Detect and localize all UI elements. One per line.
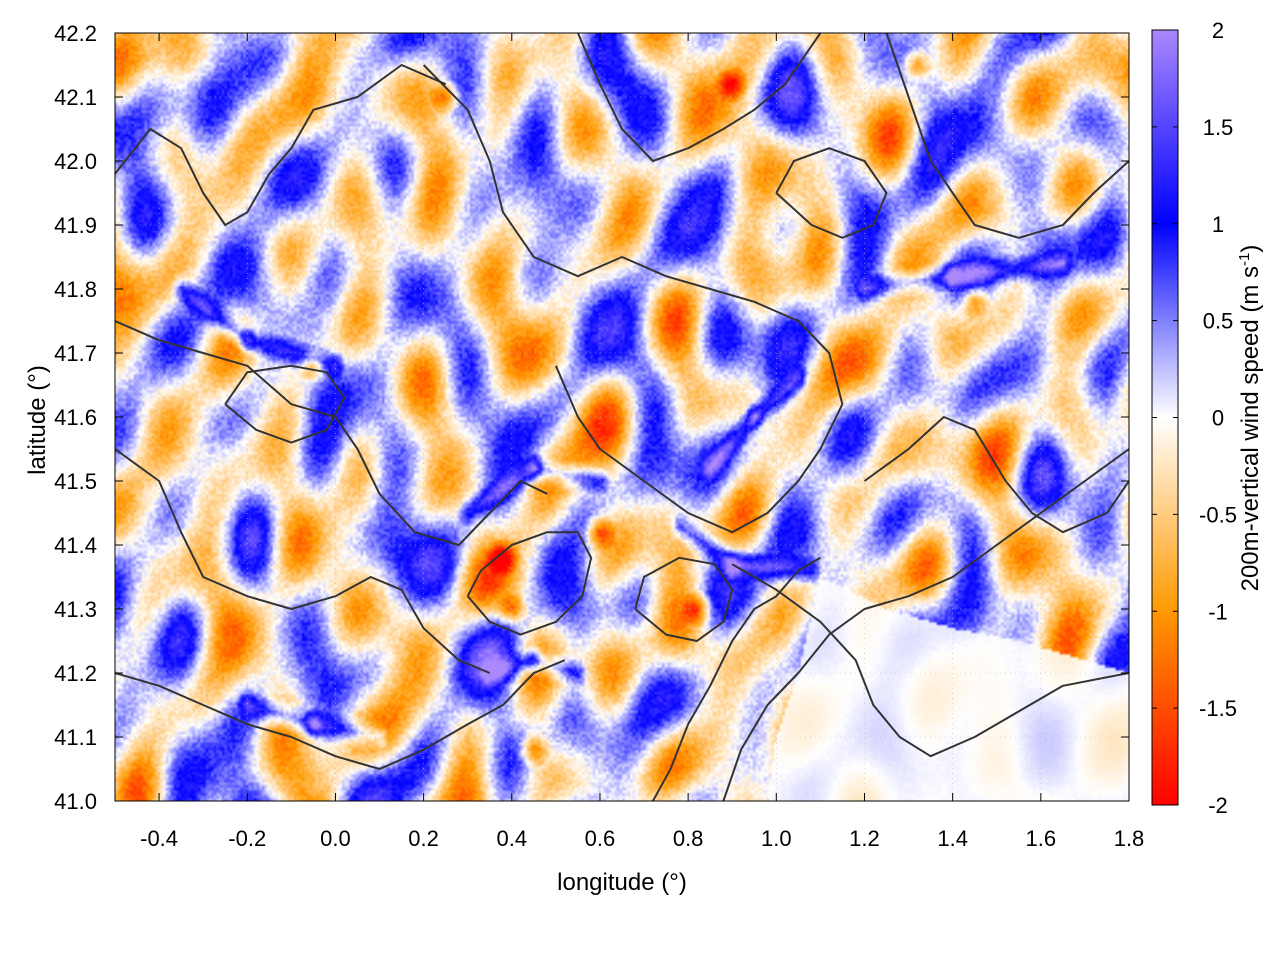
colorbar-tick-label: 0.5 xyxy=(1203,309,1234,334)
y-tick-label: 41.0 xyxy=(54,789,97,814)
y-tick-label: 41.5 xyxy=(54,469,97,494)
contour-line xyxy=(554,365,844,534)
x-axis-title: longitude (°) xyxy=(557,869,687,896)
y-tick-label: 41.1 xyxy=(54,725,97,750)
x-tick-label: 0.0 xyxy=(320,826,351,851)
contour-line xyxy=(722,448,1129,801)
colorbar-tick-label: 2 xyxy=(1212,18,1224,43)
colorbar-tick-label: -1 xyxy=(1208,599,1228,624)
y-tick-label: 41.7 xyxy=(54,341,97,366)
x-axis-ticks: -0.4 -0.2 0.0 0.2 0.4 0.6 0.8 1.0 1.2 1.4 1.6 1.8 xyxy=(140,33,1144,851)
contour-line xyxy=(652,556,821,801)
y-axis-title: latitude (°) xyxy=(24,365,51,475)
x-tick-label: 1.4 xyxy=(937,826,968,851)
y-axis-ticks: 41.0 41.1 41.2 41.3 41.4 41.5 41.6 41.7 41.8 41.9… xyxy=(54,21,1129,814)
y-tick-label: 41.9 xyxy=(54,213,97,238)
x-tick-label: 0.4 xyxy=(496,826,527,851)
x-tick-label: 1.0 xyxy=(761,826,792,851)
colorbar-tick-label: 0 xyxy=(1212,406,1224,431)
colorbar-tick-label: -1.5 xyxy=(1199,696,1237,721)
colorbar-tick-label: -2 xyxy=(1208,793,1228,818)
x-tick-label: -0.2 xyxy=(228,826,266,851)
contour-line xyxy=(115,64,447,226)
x-tick-label: 1.8 xyxy=(1114,826,1145,851)
y-tick-label: 41.4 xyxy=(54,533,97,558)
x-tick-label: 0.6 xyxy=(585,826,616,851)
contour-line xyxy=(115,448,491,674)
y-tick-label: 42.0 xyxy=(54,149,97,174)
y-tick-label: 42.2 xyxy=(54,21,97,46)
colorbar-tick-label: 1 xyxy=(1212,212,1224,237)
x-tick-label: 0.2 xyxy=(408,826,439,851)
colorbar-title-main: 200m-vertical wind speed (m s xyxy=(1237,266,1264,591)
contour-line xyxy=(422,64,844,405)
wind-speed-field-image xyxy=(115,33,1129,801)
colorbar-title-superscript: -1 xyxy=(1236,253,1253,266)
y-tick-label: 41.8 xyxy=(54,277,97,302)
contour-line xyxy=(775,147,888,239)
colorbar-tick-label: -0.5 xyxy=(1199,502,1237,527)
x-tick-label: 0.8 xyxy=(673,826,704,851)
contour-line xyxy=(731,563,1129,758)
terrain-contours xyxy=(115,33,1129,801)
x-tick-label: 1.6 xyxy=(1026,826,1057,851)
contour-line xyxy=(466,531,593,636)
contour-line xyxy=(115,659,566,770)
y-tick-label: 41.3 xyxy=(54,597,97,622)
contour-line xyxy=(224,364,346,444)
contour-line xyxy=(863,416,1129,534)
contour-line xyxy=(634,556,734,642)
y-tick-label: 41.6 xyxy=(54,405,97,430)
grid-lines xyxy=(115,33,1129,801)
contour-line xyxy=(885,33,1129,239)
colorbar-title-end: ) xyxy=(1237,245,1264,253)
x-tick-label: 1.2 xyxy=(849,826,880,851)
colorbar-title: 200m-vertical wind speed (m s-1) xyxy=(1236,245,1264,592)
y-tick-label: 41.2 xyxy=(54,661,97,686)
x-tick-label: -0.4 xyxy=(140,826,178,851)
colorbar-tick-label: 1.5 xyxy=(1203,115,1234,140)
contour-line xyxy=(576,33,822,162)
contour-line xyxy=(115,320,548,546)
y-tick-label: 42.1 xyxy=(54,85,97,110)
colorbar-ticks: -2 -1.5 -1 -0.5 0 0.5 1 1.5 2 xyxy=(1152,18,1237,818)
